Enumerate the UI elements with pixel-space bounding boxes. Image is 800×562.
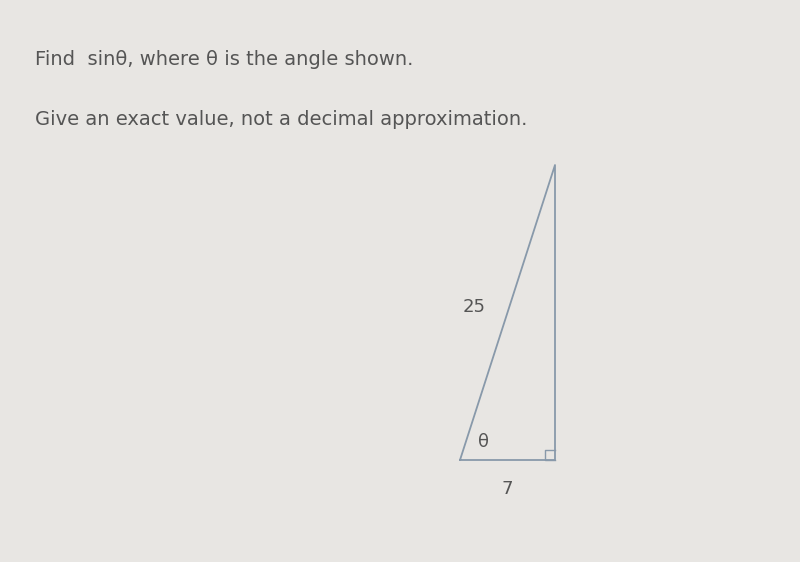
Text: θ: θ bbox=[478, 433, 489, 451]
Text: 7: 7 bbox=[502, 480, 514, 498]
Text: Find  sinθ, where θ is the angle shown.: Find sinθ, where θ is the angle shown. bbox=[35, 50, 414, 69]
Text: 25: 25 bbox=[462, 298, 486, 316]
Text: Give an exact value, not a decimal approximation.: Give an exact value, not a decimal appro… bbox=[35, 110, 527, 129]
